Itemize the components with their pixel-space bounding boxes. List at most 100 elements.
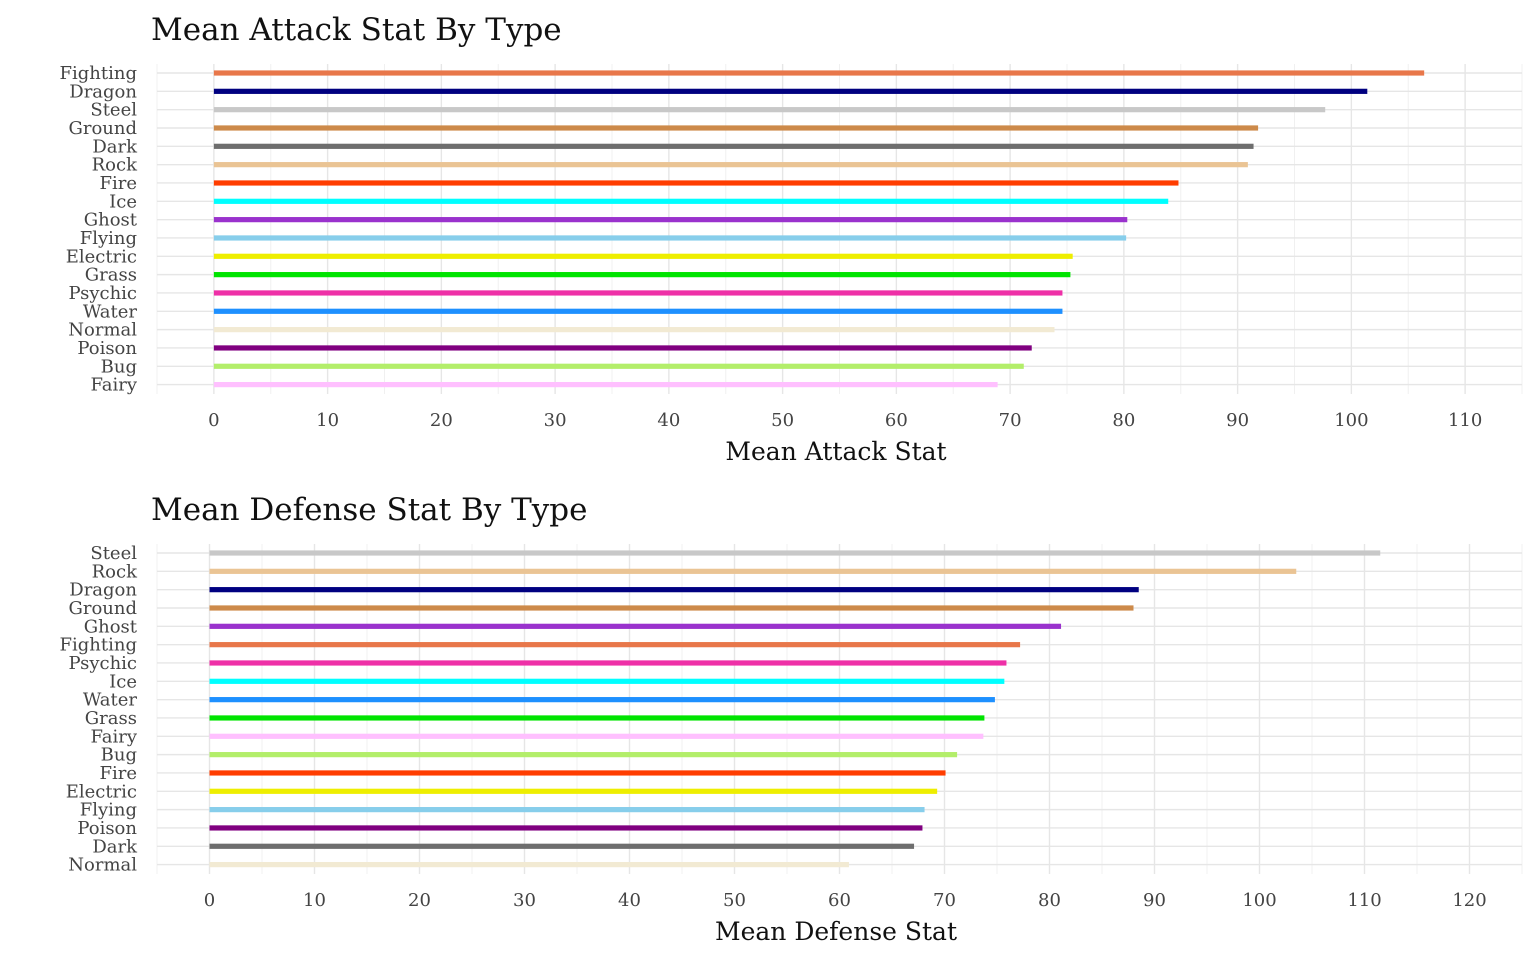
attack-category-labels: FightingDragonSteelGroundDarkRockFireIce… — [60, 63, 139, 396]
category-label-dragon: Dragon — [69, 580, 137, 601]
x-tick-label: 50 — [723, 890, 746, 911]
category-label-ghost: Ghost — [84, 210, 138, 231]
category-label-normal: Normal — [68, 855, 137, 876]
category-label-fighting: Fighting — [60, 63, 137, 84]
attack-chart: Mean Attack Stat By Type FightingDragonS… — [60, 12, 1523, 466]
attack-chart-title: Mean Attack Stat By Type — [151, 12, 562, 48]
x-tick-label: 10 — [303, 890, 326, 911]
bar-poison — [209, 825, 923, 831]
category-label-electric: Electric — [66, 781, 137, 802]
category-label-water: Water — [83, 690, 138, 711]
category-label-steel: Steel — [90, 100, 137, 121]
x-tick-label: 0 — [204, 890, 215, 911]
bar-grass — [209, 715, 985, 721]
bar-flying — [213, 235, 1127, 241]
x-tick-label: 20 — [408, 890, 431, 911]
x-tick-label: 90 — [1226, 410, 1249, 431]
bar-normal — [209, 862, 849, 868]
bar-psychic — [209, 660, 1007, 666]
attack-gridlines — [156, 64, 1523, 394]
defense-category-labels: SteelRockDragonGroundGhostFightingPsychi… — [60, 543, 139, 876]
x-tick-label: 70 — [999, 410, 1022, 431]
x-tick-label: 80 — [1112, 410, 1135, 431]
bar-dark — [213, 143, 1254, 149]
x-tick-label: 30 — [544, 410, 567, 431]
defense-chart-title: Mean Defense Stat By Type — [151, 492, 588, 528]
bar-fire — [213, 180, 1179, 186]
category-label-grass: Grass — [85, 708, 137, 729]
bar-steel — [213, 107, 1326, 113]
bar-fighting — [209, 642, 1021, 648]
bar-electric — [209, 788, 938, 794]
bar-ice — [213, 198, 1169, 204]
category-label-rock: Rock — [92, 561, 138, 582]
category-label-rock: Rock — [92, 155, 138, 176]
bar-flying — [209, 807, 925, 813]
category-label-dark: Dark — [92, 136, 138, 157]
x-tick-label: 70 — [933, 890, 956, 911]
category-label-bug: Bug — [101, 745, 137, 766]
category-label-fire: Fire — [99, 173, 137, 194]
x-tick-label: 90 — [1143, 890, 1166, 911]
bar-ghost — [213, 217, 1128, 223]
bar-ghost — [209, 623, 1062, 629]
category-label-bug: Bug — [101, 356, 137, 377]
defense-bars — [209, 550, 1381, 868]
bar-ground — [213, 125, 1259, 131]
bar-dragon — [209, 587, 1139, 593]
bar-poison — [213, 345, 1032, 351]
x-tick-label: 0 — [208, 410, 219, 431]
category-label-flying: Flying — [80, 228, 137, 249]
category-label-psychic: Psychic — [68, 653, 137, 674]
defense-chart: Mean Defense Stat By Type SteelRockDrago… — [60, 492, 1523, 946]
category-label-water: Water — [83, 301, 138, 322]
bar-psychic — [213, 290, 1063, 296]
bar-fairy — [213, 382, 998, 388]
x-tick-label: 40 — [618, 890, 641, 911]
category-label-poison: Poison — [77, 818, 137, 839]
bar-fighting — [213, 70, 1425, 76]
bar-fire — [209, 770, 946, 776]
x-tick-label: 100 — [1242, 890, 1276, 911]
defense-x-tick-labels: 0 10 20 30 40 50 60 70 80 90 100 110 120 — [204, 890, 1487, 911]
category-label-electric: Electric — [66, 246, 137, 267]
category-label-ground: Ground — [68, 598, 137, 619]
category-label-fire: Fire — [99, 763, 137, 784]
category-label-fighting: Fighting — [60, 635, 137, 656]
bar-rock — [213, 162, 1248, 168]
defense-x-axis-title: Mean Defense Stat — [715, 917, 957, 946]
x-tick-label: 60 — [828, 890, 851, 911]
x-tick-label: 100 — [1334, 410, 1368, 431]
bar-dragon — [213, 88, 1368, 94]
category-label-ice: Ice — [109, 191, 137, 212]
x-tick-label: 40 — [657, 410, 680, 431]
x-tick-label: 80 — [1038, 890, 1061, 911]
x-tick-label: 120 — [1452, 890, 1486, 911]
category-label-ghost: Ghost — [84, 616, 138, 637]
x-tick-label: 20 — [430, 410, 453, 431]
bar-bug — [213, 363, 1024, 369]
category-label-steel: Steel — [90, 543, 137, 564]
bar-rock — [209, 568, 1297, 574]
defense-gridlines — [156, 544, 1523, 874]
bar-dark — [209, 843, 915, 849]
category-label-dark: Dark — [92, 836, 138, 857]
category-label-ground: Ground — [68, 118, 137, 139]
category-label-psychic: Psychic — [68, 283, 137, 304]
category-label-normal: Normal — [68, 320, 137, 341]
bar-grass — [213, 272, 1071, 278]
category-label-grass: Grass — [85, 265, 137, 286]
bar-ground — [209, 605, 1134, 611]
x-tick-label: 30 — [513, 890, 536, 911]
x-tick-label: 10 — [316, 410, 339, 431]
x-tick-label: 50 — [771, 410, 794, 431]
attack-x-axis-title: Mean Attack Stat — [725, 437, 946, 466]
bar-normal — [213, 327, 1055, 333]
category-label-flying: Flying — [80, 800, 137, 821]
bar-electric — [213, 253, 1073, 259]
x-tick-label: 110 — [1448, 410, 1482, 431]
category-label-fairy: Fairy — [90, 375, 137, 396]
attack-bars — [213, 70, 1425, 388]
x-tick-label: 60 — [885, 410, 908, 431]
